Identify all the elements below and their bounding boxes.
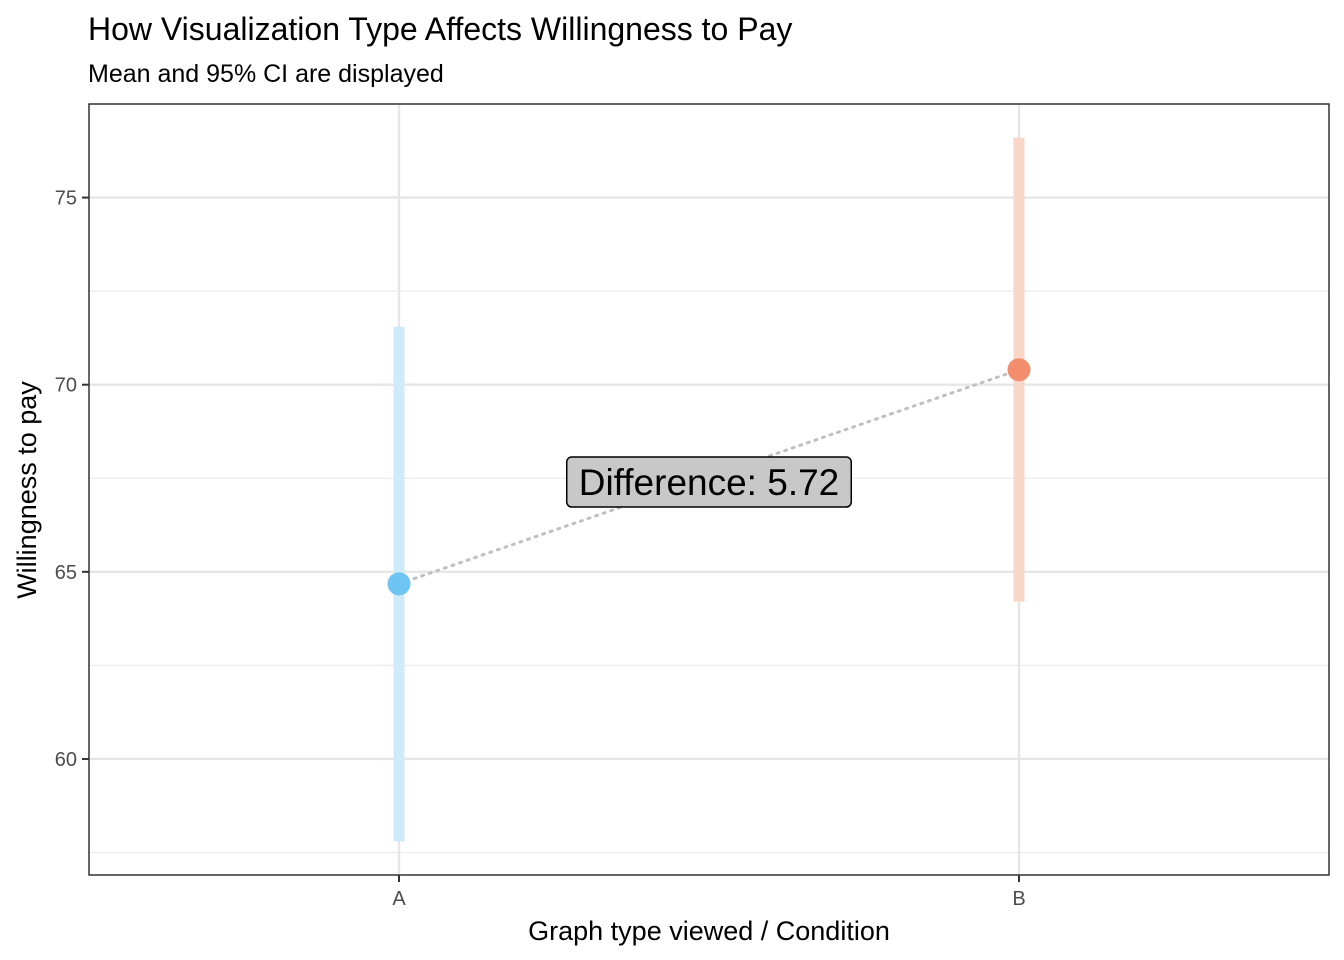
annotation-box xyxy=(565,456,853,508)
difference-annotation: Difference: 5.72 xyxy=(565,456,853,508)
axis-layer: 60 65 70 75 A B xyxy=(55,188,1026,910)
y-axis-title: Willingness to pay xyxy=(12,381,42,599)
y-tick-label: 70 xyxy=(55,375,77,397)
chart-subtitle: Mean and 95% CI are displayed xyxy=(88,60,444,88)
y-tick-label: 60 xyxy=(55,749,77,771)
y-tick-label: 75 xyxy=(55,188,77,210)
mean-point-a xyxy=(387,572,411,596)
panel-border xyxy=(88,103,1330,876)
x-tick-label: A xyxy=(392,888,406,910)
x-tick-label: B xyxy=(1012,888,1025,910)
mean-point-b xyxy=(1007,358,1031,382)
y-tick-label: 65 xyxy=(55,562,77,584)
point-layer xyxy=(387,358,1031,596)
x-axis-title: Graph type viewed / Condition xyxy=(528,916,890,946)
annotation-text: Difference: 5.72 xyxy=(579,462,840,503)
chart-title: How Visualization Type Affects Willingne… xyxy=(88,11,792,47)
